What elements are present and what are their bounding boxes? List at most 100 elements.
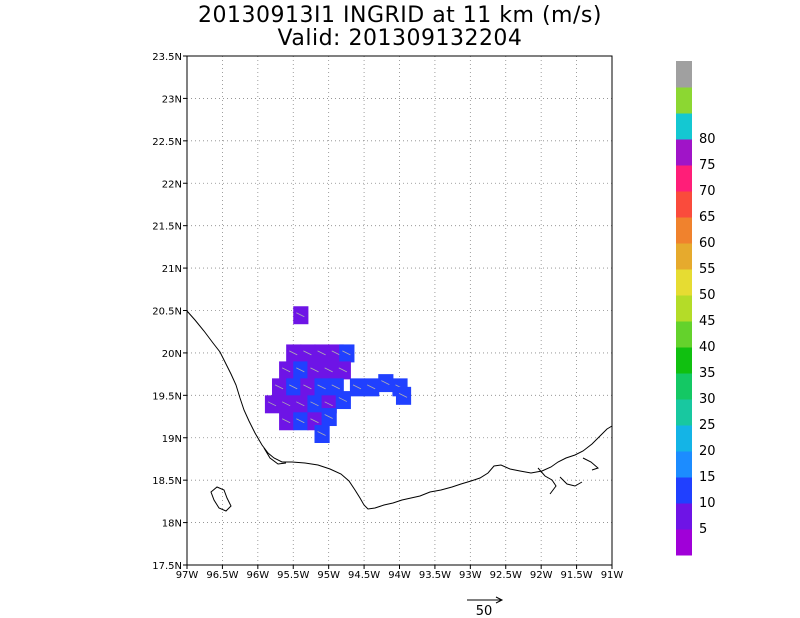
wind-vector: [324, 401, 333, 407]
colorbar-segment: [676, 503, 692, 530]
wind-legend-arrowhead: [495, 596, 504, 604]
coastline-lake: [210, 486, 232, 512]
colorbar-segment: [676, 321, 692, 348]
colorbar-segment: [676, 399, 692, 426]
lon-tick-label: 91.5W: [561, 570, 593, 581]
colorbar-segment: [676, 425, 692, 452]
colorbar-segment: [676, 451, 692, 478]
colorbar-segment: [676, 529, 692, 556]
lat-tick-label: 19.5N: [152, 391, 182, 402]
colorbar-label: 45: [699, 314, 716, 329]
lat-tick-label: 23.5N: [152, 52, 182, 63]
colorbar-label: 80: [699, 132, 716, 147]
wind-vector: [331, 384, 340, 390]
lat-tick-label: 22N: [162, 179, 182, 190]
wind-vector: [303, 350, 312, 356]
lat-tick-label: 20.5N: [152, 307, 182, 318]
coastline-mainland: [186, 310, 613, 510]
colorbar-label: 35: [699, 366, 716, 381]
lon-tick-label: 93W: [459, 570, 482, 581]
grid-lines: [187, 56, 612, 565]
lat-tick-label: 22.5N: [152, 137, 182, 148]
lat-tick-label: 18.5N: [152, 476, 182, 487]
lon-tick-label: 91W: [601, 570, 624, 581]
wind-vector: [296, 367, 305, 373]
wind-vector: [289, 384, 298, 390]
lon-tick-label: 92W: [530, 570, 553, 581]
lon-tick-label: 95.5W: [277, 570, 309, 581]
lat-tick-label: 20N: [162, 349, 182, 360]
colorbar-segment: [676, 243, 692, 270]
colorbar-label: 5: [699, 522, 707, 537]
colorbar-label: 75: [699, 158, 716, 173]
colorbar-segment: [676, 477, 692, 504]
colorbar: 5 10 15 20 25 30 35 40 45 50 55 60 65 70 75 80: [676, 61, 716, 556]
colorbar-label: 20: [699, 444, 716, 459]
wind-vector: [324, 367, 333, 373]
colorbar-segment: [676, 87, 692, 114]
coastline-lagoon: [263, 447, 599, 495]
wind-vector: [366, 384, 376, 390]
wind-vector: [324, 414, 333, 419]
wind-vector: [303, 384, 312, 390]
wind-vector: [352, 384, 362, 390]
wind-vector: [398, 392, 408, 398]
wind-vector: [338, 367, 348, 373]
wind-vector: [338, 397, 348, 402]
colorbar-segment: [676, 373, 692, 400]
wind-vector: [381, 380, 390, 385]
colorbar-label: 10: [699, 496, 716, 511]
wind-speed-cells: [264, 306, 412, 443]
wind-vector: [310, 401, 319, 407]
wind-vector: [296, 401, 305, 407]
colorbar-label: 15: [699, 470, 716, 485]
wind-vector: [281, 367, 291, 373]
colorbar-label: 30: [699, 392, 716, 407]
colorbar-segment: [676, 139, 692, 166]
wind-legend-label: 50: [476, 604, 493, 618]
wind-vector: [274, 384, 284, 390]
colorbar-segment: [676, 269, 692, 296]
latitude-tick-labels: 23.5N 23N 22.5N 22N 21.5N 21N 20.5N 20N 19.5N 19N…: [152, 52, 187, 572]
lat-tick-label: 19N: [162, 434, 182, 445]
colorbar-segment: [676, 191, 692, 218]
map-title: 20130913I1 INGRID at 11 km (m/s): [198, 3, 602, 28]
wind-vector: [281, 401, 291, 407]
wind-legend: 50: [467, 596, 504, 618]
colorbar-label: 40: [699, 340, 716, 355]
lon-tick-label: 93.5W: [419, 570, 451, 581]
colorbar-segment: [676, 295, 692, 322]
colorbar-segment: [676, 61, 692, 88]
longitude-tick-labels: 97W 96.5W 96W 95.5W 95W 94.5W 94W 93.5W 93W 92.5W…: [176, 565, 624, 581]
colorbar-segment: [676, 113, 692, 140]
colorbar-label: 25: [699, 418, 716, 433]
lat-tick-label: 21N: [162, 264, 182, 275]
lon-tick-label: 96.5W: [206, 570, 238, 581]
colorbar-label: 50: [699, 288, 716, 303]
colorbar-label: 65: [699, 210, 716, 225]
wind-vector: [267, 401, 277, 407]
wind-vector: [296, 418, 305, 424]
lon-tick-label: 95W: [317, 570, 340, 581]
lon-tick-label: 97W: [176, 570, 199, 581]
wind-vector: [331, 350, 340, 356]
wind-vector: [310, 367, 319, 373]
lat-tick-label: 21.5N: [152, 222, 182, 233]
colorbar-segment: [676, 165, 692, 192]
wind-vector: [317, 350, 326, 356]
wind-vector: [296, 312, 305, 318]
colorbar-label: 55: [699, 262, 716, 277]
colorbar-segment: [676, 347, 692, 374]
map-subtitle: Valid: 201309132204: [277, 26, 523, 51]
wind-vector: [317, 384, 326, 390]
wind-vector: [342, 350, 351, 356]
colorbar-segment: [676, 217, 692, 244]
colorbar-label: 70: [699, 184, 716, 199]
lon-tick-label: 94W: [388, 570, 411, 581]
lon-tick-label: 92.5W: [490, 570, 522, 581]
lat-tick-label: 18N: [162, 519, 182, 530]
coastline: [186, 310, 613, 512]
lon-tick-label: 96W: [247, 570, 270, 581]
wind-vector: [310, 418, 319, 424]
